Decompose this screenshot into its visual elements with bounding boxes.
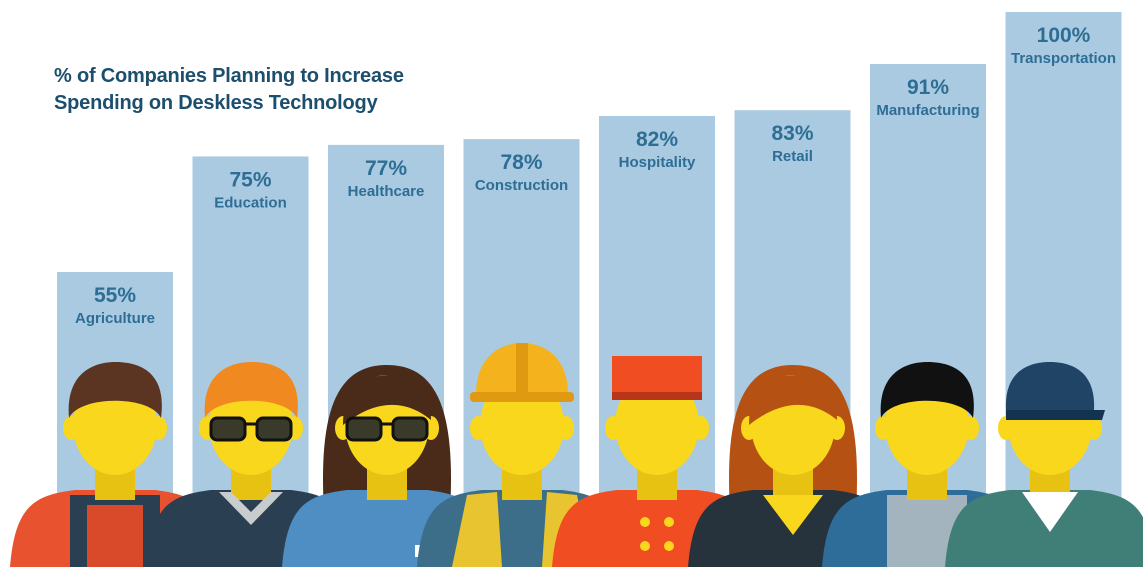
value-label-retail: 83% xyxy=(771,122,813,145)
category-label-manufacturing: Manufacturing xyxy=(876,102,979,119)
value-label-transportation: 100% xyxy=(1037,24,1091,47)
category-label-education: Education xyxy=(214,194,287,211)
category-label-construction: Construction xyxy=(475,177,568,194)
category-label-hospitality: Hospitality xyxy=(619,154,696,171)
bars-layer xyxy=(57,12,1122,567)
value-label-hospitality: 82% xyxy=(636,128,678,151)
value-label-manufacturing: 91% xyxy=(907,76,949,99)
category-label-retail: Retail xyxy=(772,148,813,165)
chart-title-line-2: Spending on Deskless Technology xyxy=(54,92,378,114)
chart-title-line-1: % of Companies Planning to Increase xyxy=(54,65,404,87)
chart-title: % of Companies Planning to Increase Spen… xyxy=(54,63,404,117)
value-label-construction: 78% xyxy=(500,151,542,174)
labels-layer: 55% Agriculture 75% Education 77% Healthcare 7… xyxy=(75,24,1116,327)
value-label-healthcare: 77% xyxy=(365,157,407,180)
category-label-healthcare: Healthcare xyxy=(348,183,425,200)
worker-figures xyxy=(10,343,1143,567)
category-label-agriculture: Agriculture xyxy=(75,310,155,327)
category-label-transportation: Transportation xyxy=(1011,50,1116,67)
value-label-education: 75% xyxy=(229,168,271,191)
driver-cap-icon xyxy=(945,362,1143,567)
value-label-agriculture: 55% xyxy=(94,284,136,307)
